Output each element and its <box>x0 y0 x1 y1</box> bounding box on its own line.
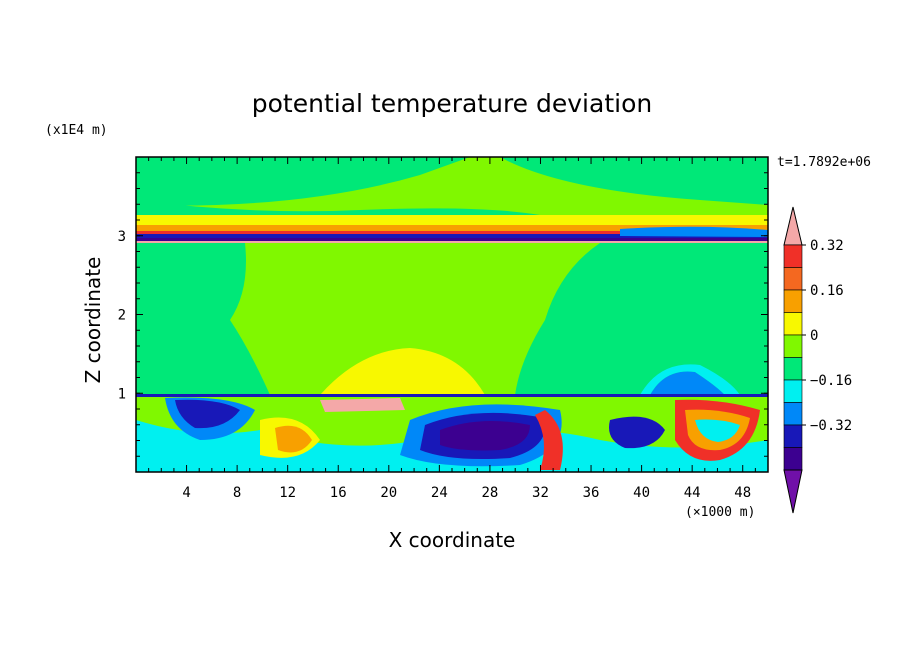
y-tick-label: 2 <box>118 308 126 324</box>
field-inversion-purple <box>136 238 768 241</box>
field-boundary-navy-3 <box>609 416 665 449</box>
y-unit-label: (x1E4 m) <box>45 123 108 138</box>
field-inversion-blue <box>620 226 768 237</box>
y-tick-label: 1 <box>118 386 126 402</box>
field-boundary-orange <box>275 425 312 453</box>
field-inversion-red <box>136 231 768 234</box>
colorbar-swatch <box>783 357 803 381</box>
field-boundary-purple <box>440 421 530 451</box>
colorbar-label: 0.16 <box>810 283 844 299</box>
time-label: t=1.7892e+06 <box>777 155 871 170</box>
x-tick-label: 32 <box>532 485 549 501</box>
x-axis-title: X coordinate <box>389 528 516 552</box>
colorbar-swatch <box>783 379 803 403</box>
field-boundary-pink <box>320 398 405 412</box>
colorbar-swatch <box>783 312 803 336</box>
colorbar-swatch <box>783 402 803 426</box>
colorbar-label: 0.32 <box>810 238 844 254</box>
x-unit-label: (×1000 m) <box>685 505 755 520</box>
x-tick-label: 28 <box>481 485 498 501</box>
x-tick-label: 20 <box>380 485 397 501</box>
field-inversion-pink <box>136 241 768 243</box>
colorbar-swatch <box>783 334 803 358</box>
colorbar-label: −0.16 <box>810 373 852 389</box>
field-boundary-top-navy <box>136 394 768 397</box>
colorbar-label: 0 <box>810 328 818 344</box>
colorbar-swatch <box>783 424 803 448</box>
field-mid-green-plume <box>230 243 600 395</box>
contour-field <box>136 157 768 472</box>
x-tick-label: 8 <box>233 485 241 501</box>
chart-title: potential temperature deviation <box>252 89 652 118</box>
field-mid-yellow-dome <box>320 348 485 395</box>
colorbar-swatch <box>783 447 803 471</box>
x-axis-ticks: 4 8 12 16 20 24 28 32 36 40 44 48 <box>148 157 756 501</box>
colorbar: 0.32 0.16 0 −0.16 −0.32 <box>783 206 852 514</box>
field-inversion-yellow <box>136 215 768 225</box>
colorbar-bottom-triangle <box>783 469 803 514</box>
colorbar-swatch <box>783 267 803 291</box>
field-boundary-navy-1 <box>175 399 240 429</box>
field-mid-cyan-dome <box>640 364 740 395</box>
field-boundary-cyan-right <box>695 419 740 442</box>
x-tick-label: 40 <box>633 485 650 501</box>
field-boundary-red-left <box>535 410 563 470</box>
x-tick-label: 36 <box>583 485 600 501</box>
field-mid-blue-dome <box>650 371 725 395</box>
field-inversion-navy <box>136 234 768 238</box>
colorbar-swatch <box>783 244 803 268</box>
colorbar-top-triangle <box>783 206 803 246</box>
x-tick-label: 24 <box>431 485 448 501</box>
y-axis-title: Z coordinate <box>81 257 105 384</box>
field-upper-mint <box>136 157 768 206</box>
x-tick-label: 48 <box>734 485 751 501</box>
colorbar-swatch <box>783 289 803 313</box>
x-tick-label: 44 <box>684 485 701 501</box>
x-tick-label: 12 <box>279 485 296 501</box>
field-inversion-orange <box>136 225 768 231</box>
colorbar-label: −0.32 <box>810 418 852 434</box>
y-tick-label: 3 <box>118 229 126 245</box>
x-tick-label: 4 <box>182 485 190 501</box>
x-tick-label: 16 <box>330 485 347 501</box>
y-axis-ticks: 1 2 3 <box>118 172 768 457</box>
